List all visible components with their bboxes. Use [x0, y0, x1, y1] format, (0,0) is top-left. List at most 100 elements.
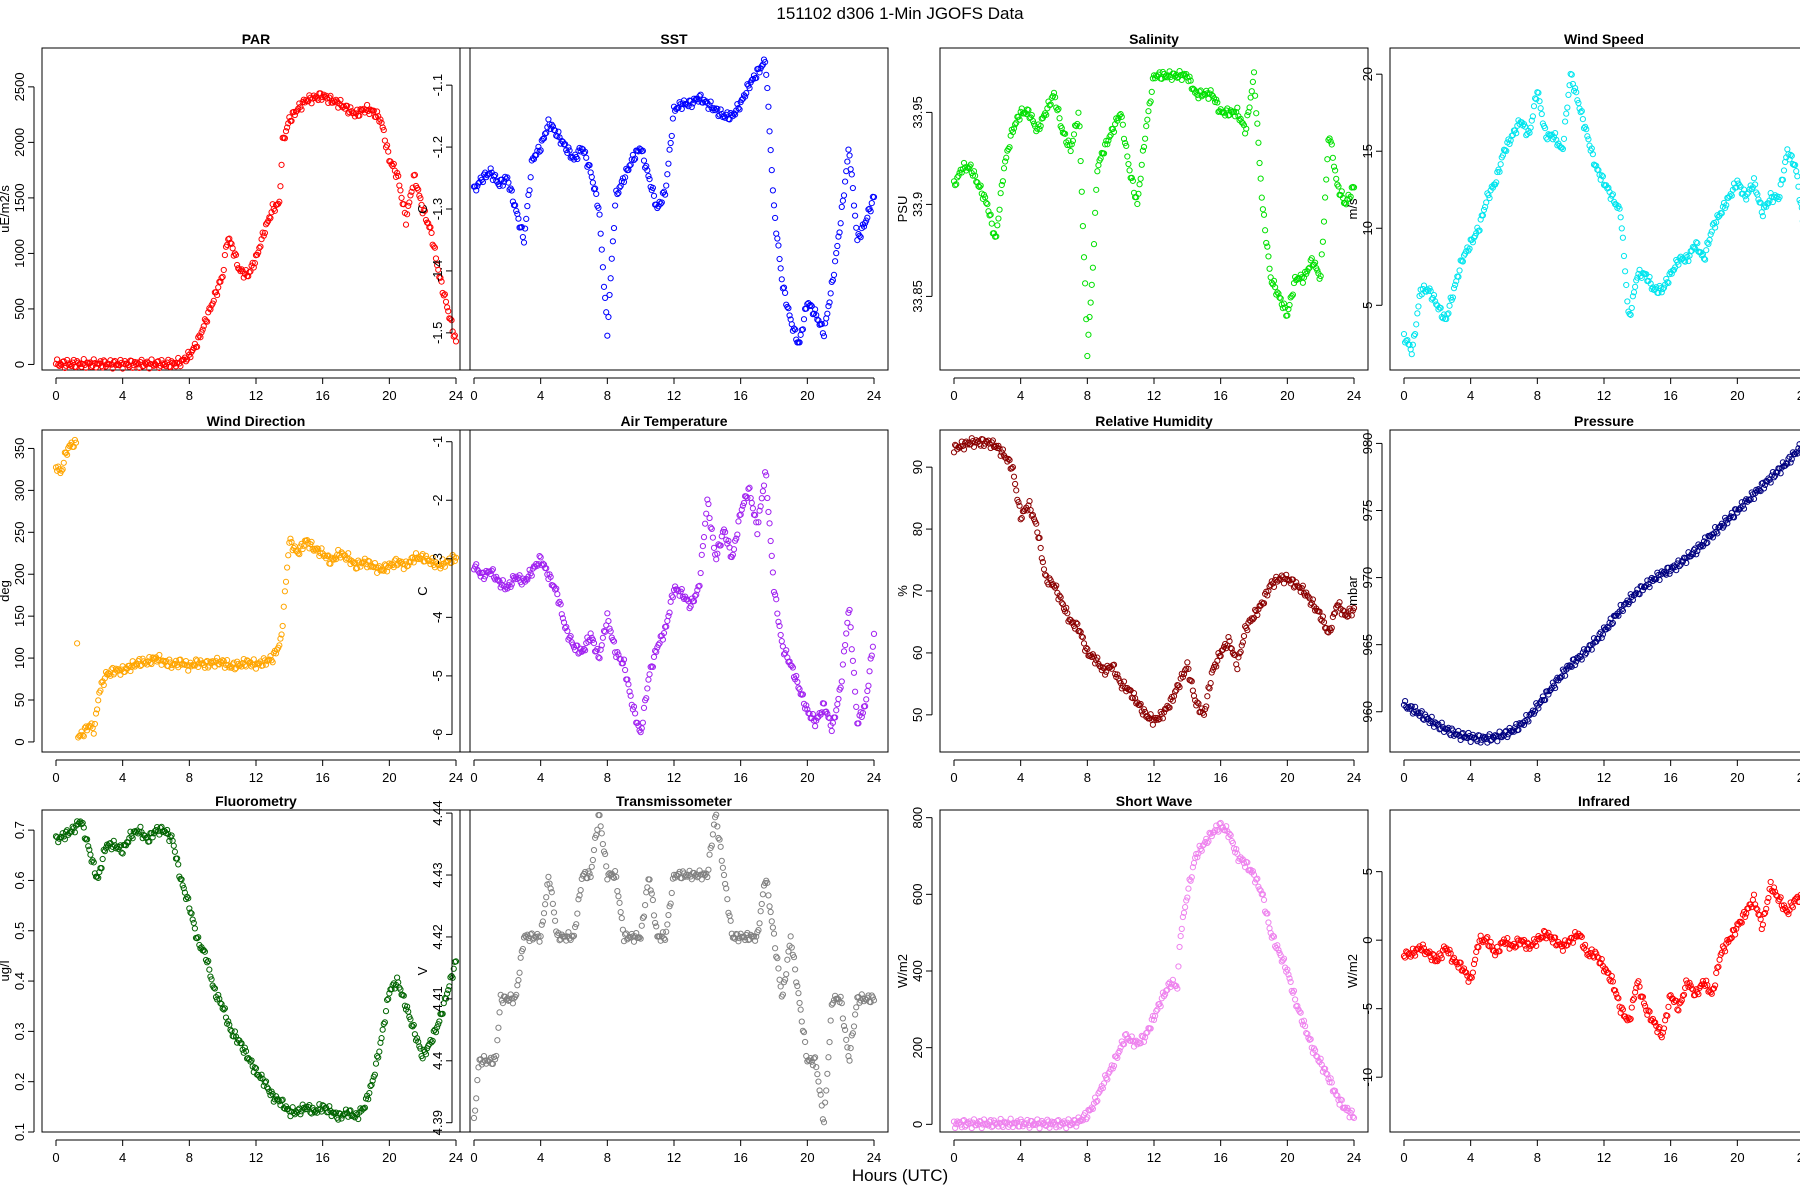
salinity-data-point: [1119, 121, 1126, 128]
relative-humidity-data-point: [1179, 673, 1186, 681]
wind-speed-data-point: [1752, 181, 1759, 188]
transmissometer-data-point: [540, 910, 548, 917]
wind-speed-data-point: [1414, 310, 1421, 317]
infrared-data-point: [1693, 986, 1700, 993]
sst-y-tick-label: -1.3: [430, 198, 445, 220]
salinity-data-point: [1320, 218, 1328, 225]
wind-speed-data-point: [1472, 232, 1479, 240]
infrared-data-point: [1457, 959, 1464, 966]
transmissometer-data-point: [642, 902, 649, 909]
infrared-data-point: [1712, 982, 1719, 989]
fluorometry-data-point: [61, 836, 68, 843]
par-data-point: [78, 363, 85, 370]
salinity-data-point: [1107, 131, 1114, 139]
salinity-data-point: [1288, 292, 1295, 300]
relative-humidity-title: Relative Humidity: [1095, 413, 1213, 429]
par-data-point: [284, 124, 291, 131]
relative-humidity-data-point: [1225, 633, 1232, 641]
wind-direction-data-point: [146, 654, 153, 661]
fluorometry-y-tick-label: 0.5: [12, 922, 27, 940]
short-wave-data-point: [1042, 1122, 1049, 1129]
wind-direction-data-point: [108, 666, 115, 673]
transmissometer-data-point: [550, 909, 558, 916]
wind-speed-data-point: [1793, 168, 1800, 175]
pressure-data-point: [1683, 559, 1690, 567]
air-temperature-data-point: [867, 655, 874, 662]
salinity-data-point: [1232, 113, 1239, 120]
sst-data-point: [840, 192, 848, 199]
wind-direction-data-point: [228, 664, 235, 671]
sst-data-point: [496, 182, 503, 190]
salinity-data-point: [1256, 159, 1263, 167]
salinity-data-point: [1248, 88, 1255, 95]
fluorometry-data-point: [369, 1077, 376, 1084]
fluorometry-data-point: [110, 837, 117, 844]
relative-humidity-data-point: [1036, 534, 1043, 541]
infrared-x-tick-label: 0: [1400, 1150, 1407, 1165]
transmissometer-data-point: [688, 876, 695, 883]
pressure-data-point: [1702, 534, 1709, 541]
wind-direction-y-tick-label: 0: [12, 738, 27, 745]
relative-humidity-y-tick-label: 50: [910, 708, 925, 722]
infrared-data-point: [1675, 1007, 1682, 1014]
transmissometer-data-point: [668, 889, 675, 897]
wind-direction-data-point: [308, 538, 315, 545]
fluorometry-data-point: [262, 1078, 270, 1085]
transmissometer-data-point: [552, 917, 559, 924]
fluorometry-data-point: [314, 1109, 321, 1116]
infrared-data-point: [1429, 950, 1436, 958]
infrared-data-point: [1713, 969, 1720, 977]
par-data-point: [421, 207, 428, 214]
relative-humidity-data-point: [1190, 692, 1198, 699]
wind-direction-data-point: [74, 640, 81, 647]
short-wave-data-point: [1178, 925, 1185, 932]
wind-direction-data-point: [384, 568, 391, 575]
air-temperature-data-point: [717, 542, 724, 549]
salinity-data-point: [1176, 68, 1183, 75]
salinity-data-point: [1028, 111, 1035, 119]
sst-data-point: [800, 316, 808, 323]
sst-data-point: [626, 162, 633, 169]
wind-direction-x-tick-label: 24: [449, 770, 463, 785]
par-data-point: [404, 211, 411, 218]
par-y-tick-label: 0: [12, 361, 27, 368]
transmissometer-data-point: [846, 1057, 853, 1064]
air-temperature-data-point: [598, 642, 605, 649]
sst-data-point: [786, 312, 793, 319]
infrared-data-point: [1475, 944, 1482, 951]
transmissometer-plot-frame: [459, 809, 889, 1133]
salinity-data-point: [1272, 284, 1279, 291]
transmissometer-data-point: [575, 896, 582, 903]
salinity-data-point: [1276, 294, 1283, 301]
air-temperature-data-point: [632, 710, 639, 717]
wind-speed-data-point: [1690, 244, 1698, 251]
salinity-data-point: [1333, 175, 1340, 182]
wind-speed-data-point: [1703, 247, 1710, 254]
sst-data-point: [824, 310, 831, 317]
transmissometer-data-point: [758, 900, 765, 908]
air-temperature-data-point: [783, 647, 790, 654]
infrared-data-point: [1569, 939, 1576, 946]
pressure-data-point: [1418, 708, 1425, 715]
transmissometer-data-point: [847, 1045, 854, 1052]
transmissometer-data-point: [617, 909, 624, 916]
air-temperature-data-point: [768, 552, 775, 559]
fluorometry-y-tick-label: 0.1: [12, 1123, 27, 1141]
salinity-data-point: [1075, 109, 1082, 116]
par-data-point: [437, 274, 444, 281]
air-temperature-data-point: [794, 678, 801, 686]
par-data-point: [260, 232, 267, 239]
relative-humidity-data-point: [1184, 659, 1191, 666]
par-data-point: [298, 106, 305, 113]
salinity-data-point: [1047, 101, 1054, 108]
par-data-point: [441, 291, 448, 298]
wind-speed-y-axis-label: m/s: [1345, 198, 1360, 219]
sst-title: SST: [660, 31, 688, 47]
infrared-data-point: [1760, 910, 1768, 918]
salinity-data-point: [976, 183, 983, 191]
infrared-x-tick-label: 16: [1663, 1150, 1677, 1165]
pressure-data-point: [1608, 620, 1615, 628]
relative-humidity-data-point: [1305, 593, 1312, 600]
fluorometry-data-point: [445, 986, 452, 994]
air-temperature-data-point: [862, 703, 869, 710]
